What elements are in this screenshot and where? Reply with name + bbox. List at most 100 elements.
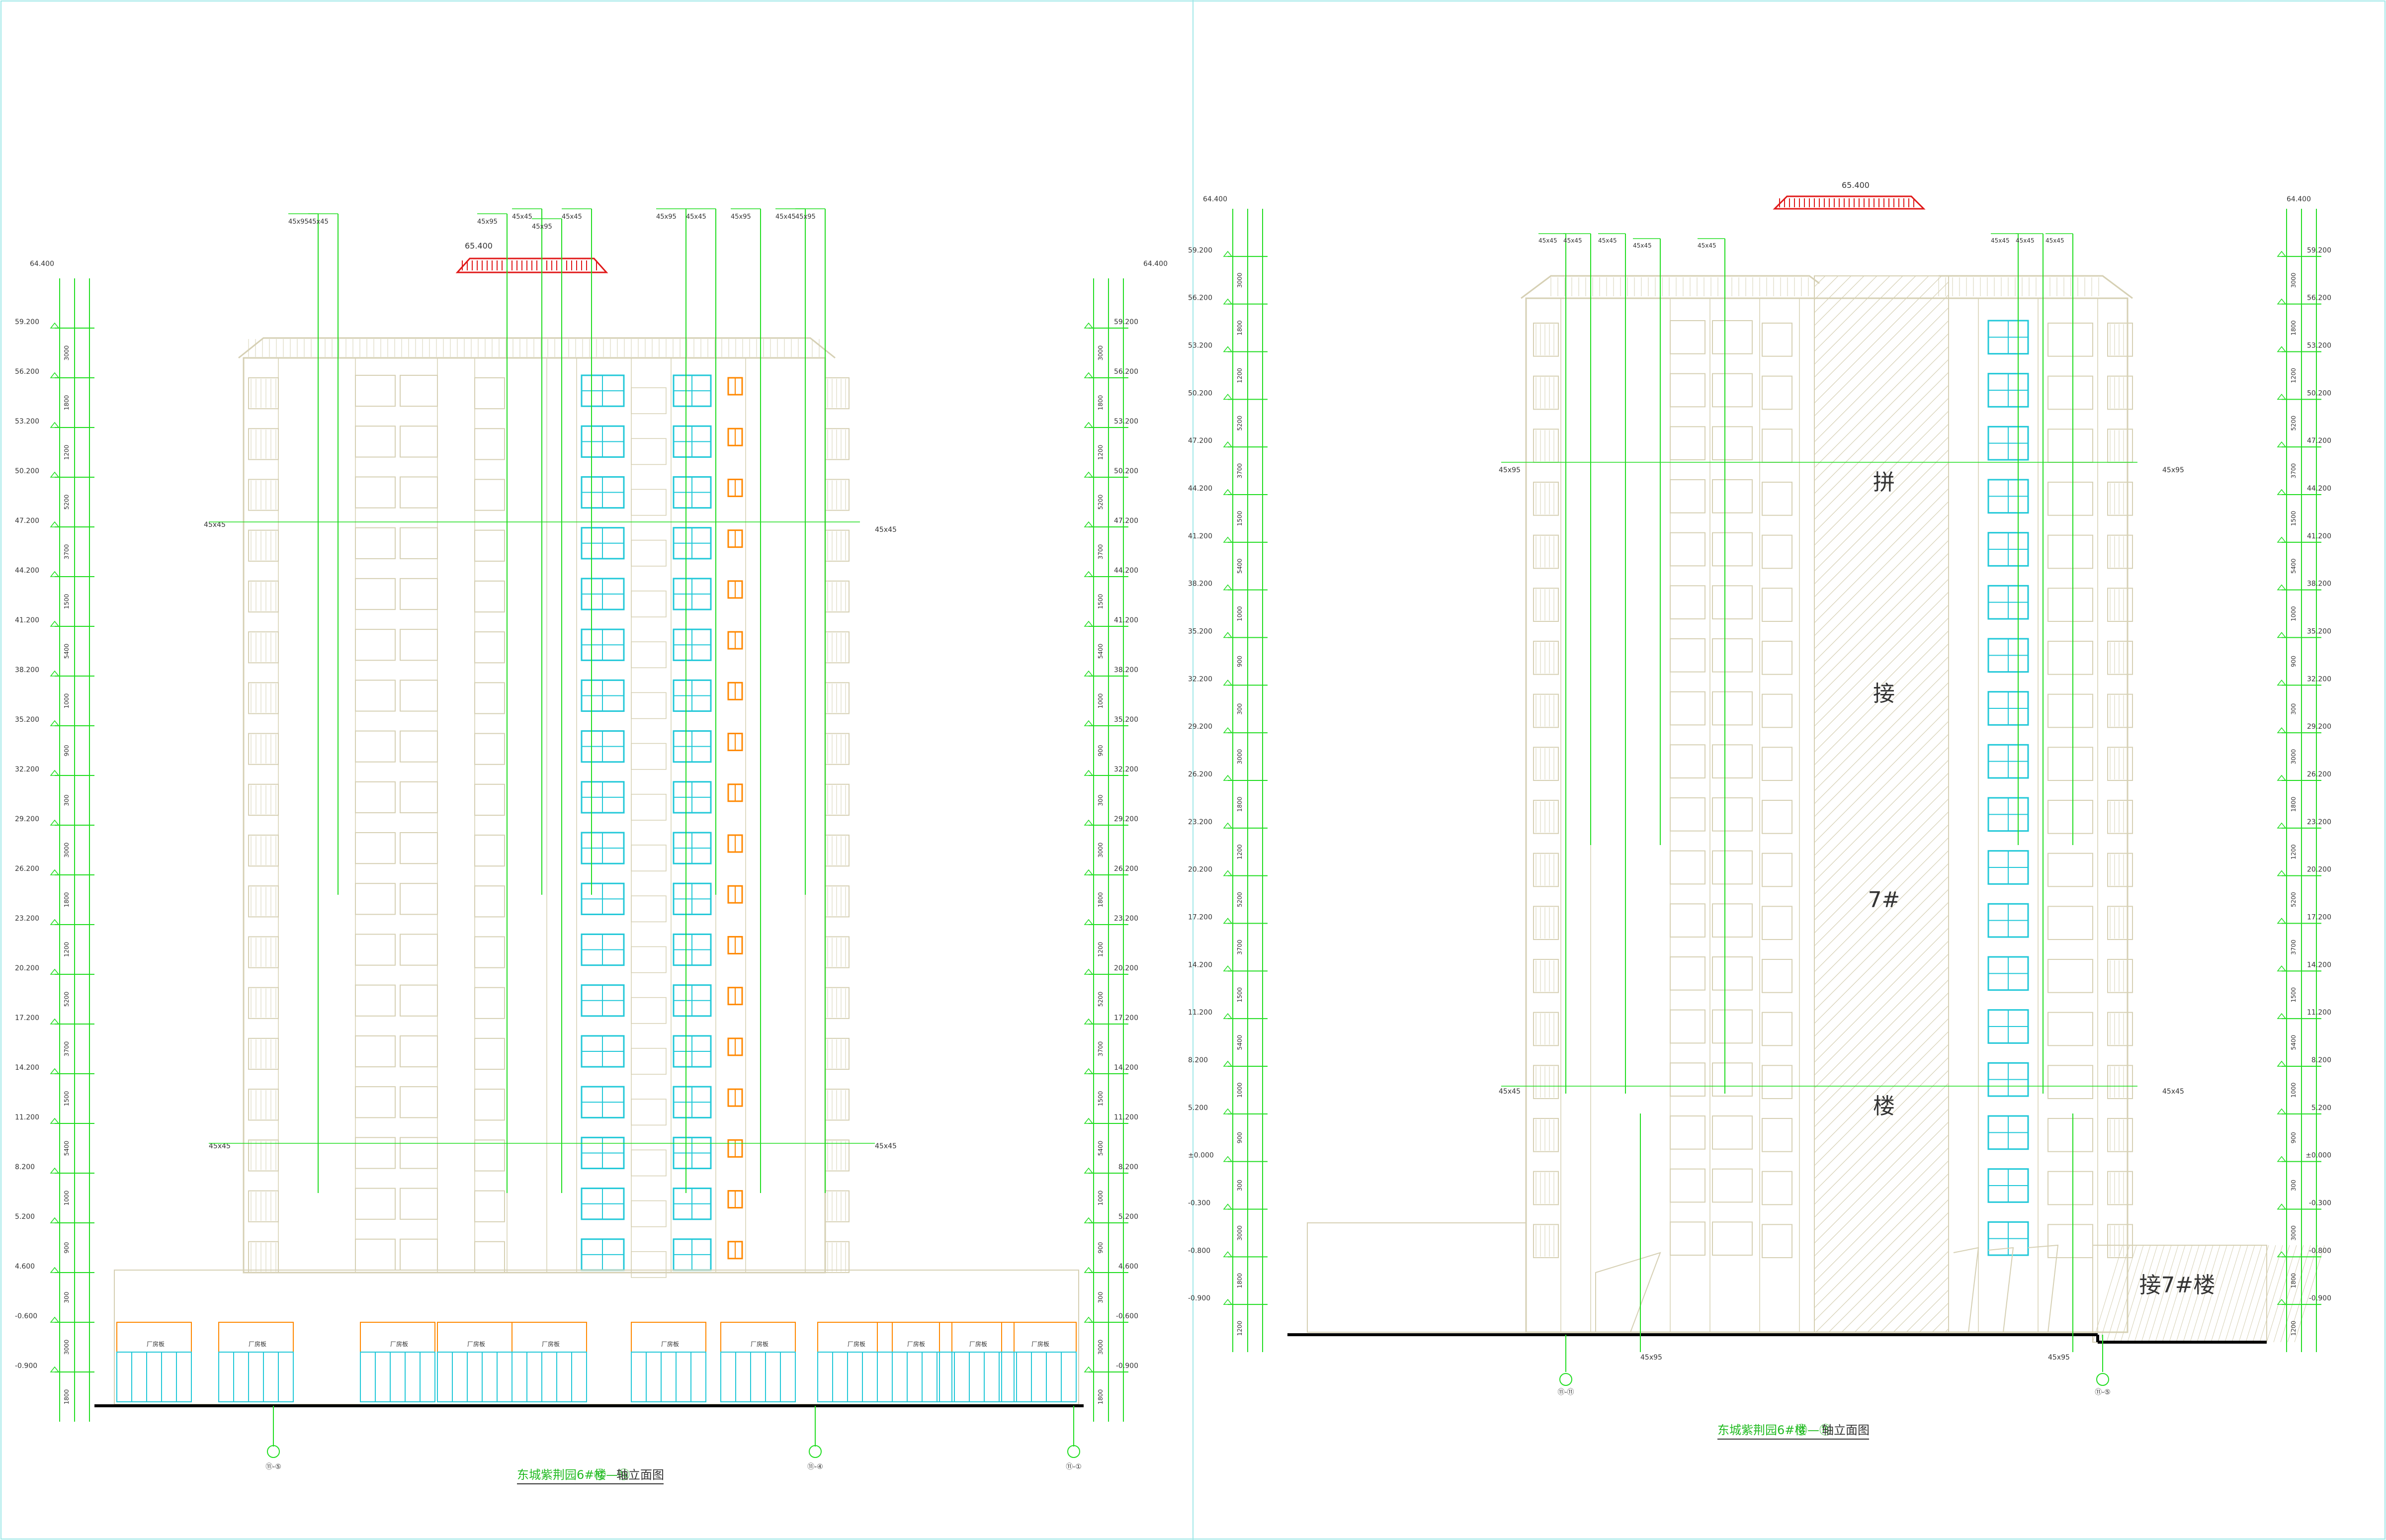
hatch-line: [1814, 346, 1949, 481]
level-marker: [2277, 1013, 2287, 1019]
party-wall-char: 拼: [1873, 470, 1895, 495]
level-value: 47.200: [1188, 437, 1212, 445]
level-value: -0.900: [2309, 1294, 2331, 1302]
balcony: [1533, 1171, 1559, 1205]
level-value: -0.300: [1188, 1199, 1210, 1207]
level-value: 32.200: [15, 766, 39, 773]
level-marker: [50, 770, 60, 776]
level-marker: [2277, 965, 2287, 972]
window: [1712, 1009, 1753, 1044]
dim-number: 1800: [2290, 320, 2297, 336]
hatch-line: [2134, 1245, 2165, 1343]
dim-number: 1500: [63, 1091, 70, 1107]
level-marker: [50, 720, 60, 726]
level-value: 56.200: [2307, 294, 2331, 302]
level-value: -0.600: [15, 1312, 37, 1320]
left-drawing-title: 东城紫荆园6#楼: [517, 1468, 606, 1482]
level-marker: [1084, 720, 1094, 726]
balcony: [1762, 959, 1792, 993]
axis-label: ⑪-⑤: [265, 1463, 281, 1471]
shop-label: 厂房板: [907, 1340, 925, 1348]
hatch-line: [1814, 876, 1949, 1011]
level-value: ±0.000: [1188, 1152, 1214, 1160]
level-marker: [1223, 1156, 1233, 1162]
callout-text: 45x45: [1698, 242, 1716, 249]
shop-front: [360, 1352, 435, 1402]
balcony: [1762, 375, 1792, 410]
hatch-line: [2155, 1245, 2186, 1343]
hatch-line: [1814, 630, 1949, 766]
level-marker: [2277, 394, 2287, 400]
level-marker: [50, 919, 60, 925]
hatch-line: [1814, 966, 1949, 1102]
level-marker: [2277, 680, 2287, 686]
dim-number: 1200: [1236, 368, 1243, 383]
hatch-line: [1814, 1018, 1949, 1153]
window: [1712, 585, 1753, 620]
callout-text: 45x45: [2016, 237, 2035, 244]
hatch-line: [1814, 863, 1949, 998]
hatch-line: [2148, 1245, 2179, 1343]
level-marker: [1223, 584, 1233, 591]
dim-number: 1800: [2290, 797, 2297, 812]
level-marker: [2277, 727, 2287, 733]
balcony: [1762, 1065, 1792, 1099]
dim-number: 5200: [63, 992, 70, 1007]
level-marker: [1223, 1013, 1233, 1019]
callout-text: 45x45: [775, 213, 796, 221]
dim-number: 5200: [1236, 416, 1243, 431]
hatch-line: [2211, 1245, 2241, 1343]
axis-label: ⑪-⑤: [2095, 1388, 2111, 1396]
level-marker: [1223, 774, 1233, 781]
level-marker: [50, 1316, 60, 1323]
hatch-line: [1814, 953, 1949, 1089]
level-marker: [1223, 727, 1233, 733]
dim-number: 1800: [1236, 1273, 1243, 1288]
level-value: 14.200: [15, 1064, 39, 1072]
level-value: 38.200: [1114, 666, 1138, 674]
window: [1712, 320, 1753, 354]
level-value: 35.200: [1188, 628, 1212, 636]
level-marker: [1223, 489, 1233, 495]
level-marker: [2277, 441, 2287, 447]
dim-number: 1000: [2290, 1083, 2297, 1098]
level-marker: [2277, 1203, 2287, 1210]
hatch-line: [2231, 1245, 2262, 1343]
hatch-line: [1814, 307, 1949, 442]
balcony: [1533, 588, 1559, 622]
hatch-line: [1814, 592, 1949, 727]
level-marker: [1223, 870, 1233, 876]
level-value: 41.200: [15, 616, 39, 624]
dim-number: 1800: [63, 892, 70, 908]
dim-number: 900: [2290, 656, 2297, 667]
dim-number: 1200: [1236, 844, 1243, 859]
level-value: 32.200: [2307, 675, 2331, 683]
hatch-line: [1814, 747, 1949, 882]
level-value: 32.200: [1188, 675, 1212, 683]
callout-text: 45x45: [1563, 237, 1582, 244]
dim-number: 1200: [1097, 445, 1104, 460]
level-value: 35.200: [2307, 628, 2331, 636]
callout-text: 45x95: [656, 213, 677, 221]
dim-number: 300: [2290, 703, 2297, 715]
hatch-line: [1814, 449, 1949, 585]
hatch-line: [1814, 566, 1949, 701]
level-value: 41.200: [2307, 532, 2331, 540]
balcony: [1533, 1065, 1559, 1099]
level-marker: [2277, 1060, 2287, 1067]
hatch-line: [1814, 889, 1949, 1024]
hatch-line: [1814, 501, 1949, 636]
dim-number: 3000: [1097, 1340, 1104, 1355]
shop-label: 厂房板: [249, 1340, 266, 1348]
hatch-line: [2176, 1245, 2207, 1343]
right-roof-cap: [1773, 195, 1926, 210]
hatch-line: [1814, 276, 1839, 300]
hatch-line: [1814, 1186, 1949, 1321]
balcony: [1762, 534, 1792, 569]
dim-number: 900: [1236, 1132, 1243, 1143]
level-value: 14.200: [2307, 961, 2331, 969]
hatch-line: [1841, 1225, 1949, 1332]
window: [1712, 373, 1753, 408]
dim-number: 1800: [1097, 1389, 1104, 1405]
level-value: 47.200: [2307, 437, 2331, 445]
